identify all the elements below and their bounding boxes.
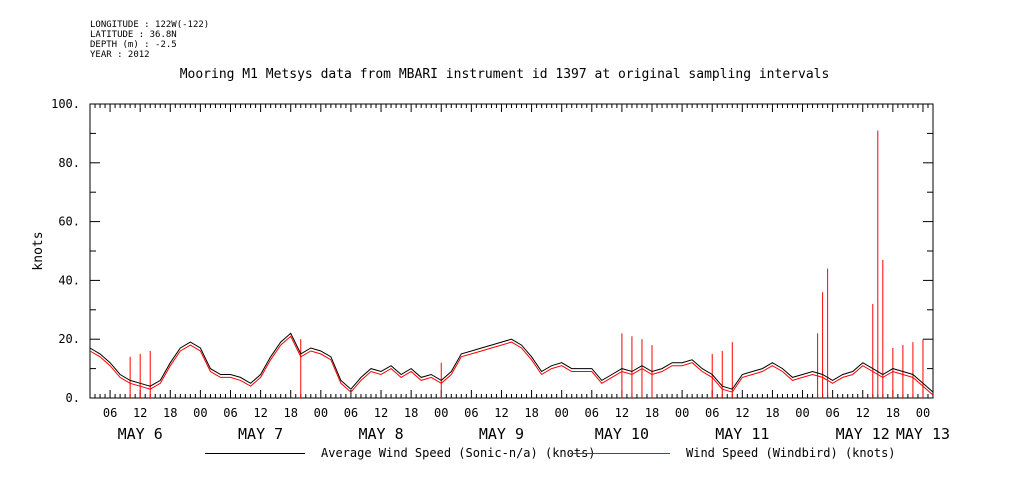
x-tick-label: 18 xyxy=(163,406,177,420)
x-tick-label: 12 xyxy=(615,406,629,420)
legend-item-average: Average Wind Speed (Sonic-n/a) (knots) xyxy=(205,446,596,460)
y-tick-label: 20. xyxy=(58,332,80,346)
y-tick-label: 0. xyxy=(66,391,80,405)
x-tick-label: 18 xyxy=(886,406,900,420)
x-tick-label: 06 xyxy=(223,406,237,420)
metadata-block: LONGITUDE : 122W(-122) LATITUDE : 36.8N … xyxy=(90,20,209,60)
y-tick-label: 80. xyxy=(58,156,80,170)
x-tick-label: 00 xyxy=(916,406,930,420)
x-tick-label: 18 xyxy=(765,406,779,420)
y-tick-label: 60. xyxy=(58,215,80,229)
x-tick-label: 12 xyxy=(253,406,267,420)
x-day-label: MAY 6 xyxy=(118,425,163,443)
x-day-label: MAY 11 xyxy=(715,425,769,443)
x-day-label: MAY 8 xyxy=(358,425,403,443)
x-day-label: MAY 13 xyxy=(896,425,950,443)
depth-label: DEPTH (m) : -2.5 xyxy=(90,40,177,50)
x-day-label: MAY 7 xyxy=(238,425,283,443)
plot-frame xyxy=(89,103,934,399)
x-tick-label: 00 xyxy=(193,406,207,420)
x-tick-label: 06 xyxy=(585,406,599,420)
y-tick-label: 40. xyxy=(58,273,80,287)
x-tick-label: 06 xyxy=(825,406,839,420)
legend-item-windbird: Wind Speed (Windbird) (knots) xyxy=(570,446,896,460)
x-tick-label: 00 xyxy=(314,406,328,420)
x-tick-label: 18 xyxy=(404,406,418,420)
x-tick-label: 12 xyxy=(374,406,388,420)
x-tick-label: 12 xyxy=(735,406,749,420)
x-tick-label: 00 xyxy=(795,406,809,420)
series-line-windbird xyxy=(89,335,934,396)
legend-swatch-windbird xyxy=(570,453,670,454)
x-tick-label: 06 xyxy=(344,406,358,420)
x-tick-label: 06 xyxy=(103,406,117,420)
x-tick-label: 18 xyxy=(524,406,538,420)
x-tick-label: 06 xyxy=(464,406,478,420)
x-tick-label: 06 xyxy=(705,406,719,420)
series-line-average xyxy=(89,332,934,393)
latitude-label: LATITUDE : 36.8N xyxy=(90,30,177,40)
legend-label-windbird: Wind Speed (Windbird) (knots) xyxy=(686,446,896,460)
x-tick-label: 00 xyxy=(434,406,448,420)
legend-label-average: Average Wind Speed (Sonic-n/a) (knots) xyxy=(321,446,596,460)
x-tick-label: 12 xyxy=(856,406,870,420)
x-day-label: MAY 10 xyxy=(595,425,649,443)
chart-title: Mooring M1 Metsys data from MBARI instru… xyxy=(179,67,830,82)
x-tick-label: 12 xyxy=(494,406,508,420)
x-tick-label: 00 xyxy=(675,406,689,420)
longitude-label: LONGITUDE : 122W(-122) xyxy=(90,20,210,30)
y-tick-label: 100. xyxy=(51,97,80,111)
x-day-label: MAY 12 xyxy=(836,425,890,443)
x-day-label: MAY 9 xyxy=(479,425,524,443)
x-tick-label: 00 xyxy=(554,406,568,420)
x-tick-label: 12 xyxy=(133,406,147,420)
legend-swatch-average xyxy=(205,453,305,454)
x-tick-label: 18 xyxy=(283,406,297,420)
year-label: YEAR : 2012 xyxy=(90,50,150,60)
x-tick-label: 18 xyxy=(645,406,659,420)
y-axis-label: knots xyxy=(31,231,46,270)
